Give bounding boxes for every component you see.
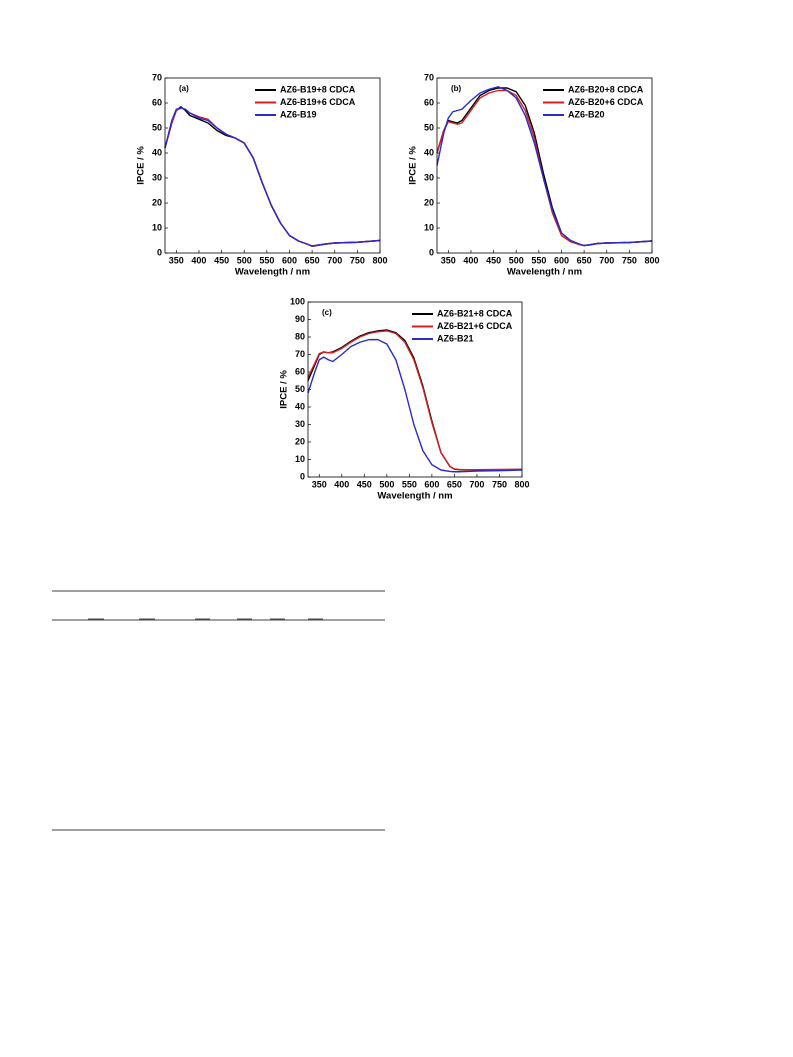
- table-rules: [52, 590, 385, 831]
- y-tick-label: 60: [295, 366, 305, 376]
- x-tick-label: 400: [191, 255, 206, 265]
- y-tick-label: 10: [424, 222, 434, 232]
- legend-label: AZ6-B20: [568, 109, 605, 119]
- y-tick-label: 40: [295, 401, 305, 411]
- panel-label: (c): [322, 308, 332, 317]
- y-tick-label: 70: [152, 72, 162, 82]
- x-tick-label: 400: [334, 479, 349, 489]
- x-tick-label: 650: [577, 255, 592, 265]
- x-tick-label: 350: [441, 255, 456, 265]
- legend-label: AZ6-B19+8 CDCA: [280, 84, 356, 94]
- x-tick-label: 400: [463, 255, 478, 265]
- y-tick-label: 80: [295, 331, 305, 341]
- series-line: [436, 86, 653, 247]
- x-axis-label: Wavelength / nm: [377, 491, 452, 502]
- legend-label: AZ6-B21+8 CDCA: [437, 308, 513, 318]
- y-tick-label: 50: [295, 384, 305, 394]
- y-axis-label: IPCE / %: [408, 146, 419, 185]
- chart: 0 10 20 30 40 50 60 70 350 400 450 500 550 600 650 700 7…: [136, 72, 388, 277]
- series-line: [164, 107, 381, 247]
- x-tick-label: 700: [469, 479, 484, 489]
- x-tick-label: 600: [554, 255, 569, 265]
- y-tick-label: 10: [295, 454, 305, 464]
- x-tick-label: 450: [486, 255, 501, 265]
- series-line: [436, 87, 653, 247]
- chart: 0 10 20 30 40 50 60 70 80 90 100 350 400 450 500 550 600…: [279, 296, 530, 501]
- x-tick-label: 800: [644, 255, 659, 265]
- y-tick-label: 60: [424, 97, 434, 107]
- x-tick-label: 600: [282, 255, 297, 265]
- y-tick-label: 40: [152, 147, 162, 157]
- x-tick-label: 350: [169, 255, 184, 265]
- legend-label: AZ6-B21: [437, 333, 474, 343]
- y-tick-label: 30: [152, 172, 162, 182]
- y-axis-label: IPCE / %: [136, 146, 147, 185]
- series-line: [164, 106, 381, 247]
- x-tick-label: 750: [492, 479, 507, 489]
- plot-frame: [436, 77, 653, 254]
- x-tick-label: 500: [237, 255, 252, 265]
- x-tick-label: 550: [259, 255, 274, 265]
- plot-frame: [307, 301, 523, 478]
- x-tick-label: 600: [424, 479, 439, 489]
- x-tick-label: 750: [622, 255, 637, 265]
- x-tick-label: 500: [379, 479, 394, 489]
- series-line: [307, 330, 523, 471]
- x-tick-label: 700: [599, 255, 614, 265]
- x-tick-label: 350: [312, 479, 327, 489]
- y-tick-label: 50: [152, 122, 162, 132]
- y-tick-label: 10: [152, 222, 162, 232]
- y-tick-label: 60: [152, 97, 162, 107]
- panel-label: (a): [179, 84, 189, 93]
- series-line: [307, 338, 523, 473]
- y-axis-label: IPCE / %: [279, 370, 290, 409]
- x-tick-label: 450: [357, 479, 372, 489]
- y-tick-label: 70: [424, 72, 434, 82]
- series-line: [164, 107, 381, 247]
- x-tick-label: 650: [305, 255, 320, 265]
- legend-label: AZ6-B21+6 CDCA: [437, 321, 513, 331]
- plot-frame: [164, 77, 381, 254]
- legend-label: AZ6-B20+8 CDCA: [568, 84, 644, 94]
- y-tick-label: 40: [424, 147, 434, 157]
- y-tick-label: 70: [295, 349, 305, 359]
- x-axis-label: Wavelength / nm: [507, 267, 582, 278]
- x-tick-label: 750: [350, 255, 365, 265]
- legend-label: AZ6-B19: [280, 109, 317, 119]
- y-tick-label: 50: [424, 122, 434, 132]
- x-axis-label: Wavelength / nm: [235, 267, 310, 278]
- y-tick-label: 0: [300, 471, 305, 481]
- panel-label: (b): [451, 84, 462, 93]
- y-tick-label: 20: [424, 197, 434, 207]
- x-tick-label: 800: [514, 479, 529, 489]
- x-tick-label: 700: [327, 255, 342, 265]
- y-tick-label: 0: [157, 247, 162, 257]
- x-tick-label: 500: [509, 255, 524, 265]
- x-tick-label: 650: [447, 479, 462, 489]
- y-tick-label: 20: [295, 436, 305, 446]
- x-tick-label: 550: [531, 255, 546, 265]
- x-tick-label: 450: [214, 255, 229, 265]
- x-tick-label: 800: [372, 255, 387, 265]
- legend-label: AZ6-B20+6 CDCA: [568, 97, 644, 107]
- y-tick-label: 100: [290, 296, 305, 306]
- x-tick-label: 550: [402, 479, 417, 489]
- series-line: [307, 329, 523, 471]
- y-tick-label: 0: [429, 247, 434, 257]
- y-tick-label: 20: [152, 197, 162, 207]
- y-tick-label: 30: [295, 419, 305, 429]
- chart: 0 10 20 30 40 50 60 70 350 400 450 500 550 600 650 700 7…: [408, 72, 660, 277]
- series-line: [436, 89, 653, 247]
- y-tick-label: 90: [295, 314, 305, 324]
- y-tick-label: 30: [424, 172, 434, 182]
- legend-label: AZ6-B19+6 CDCA: [280, 97, 356, 107]
